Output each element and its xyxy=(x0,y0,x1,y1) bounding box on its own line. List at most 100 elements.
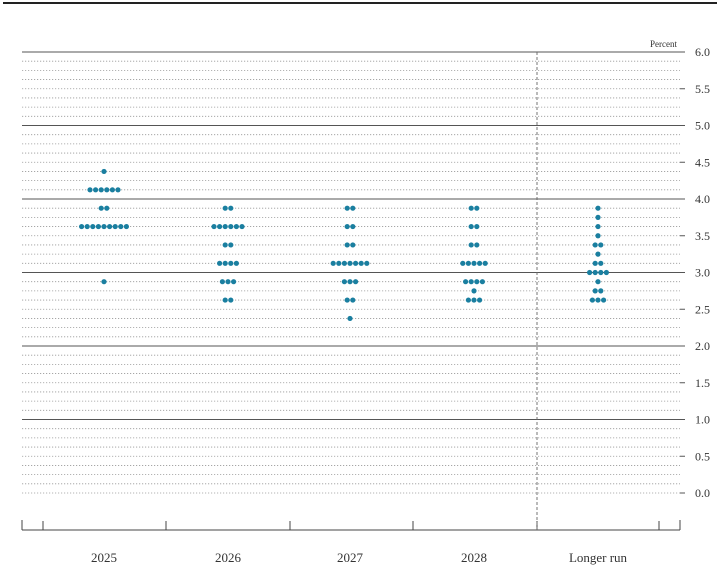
y-tick-label: 1.0 xyxy=(695,413,710,427)
participant-dot xyxy=(601,297,607,303)
y-tick-label: 5.5 xyxy=(695,82,710,96)
participant-dot xyxy=(228,260,234,266)
participant-dot xyxy=(219,279,225,285)
participant-dot xyxy=(463,279,469,285)
participant-dot xyxy=(474,242,480,248)
participant-dot xyxy=(595,297,601,303)
x-axis xyxy=(21,52,681,531)
participant-dot xyxy=(364,260,370,266)
participant-dot xyxy=(104,205,110,211)
participant-dot xyxy=(211,223,217,230)
participant-dot xyxy=(118,223,124,230)
participant-dot xyxy=(98,187,104,193)
category-label: 2026 xyxy=(215,550,242,565)
participant-dot xyxy=(84,223,90,230)
participant-dot xyxy=(101,223,107,230)
category-labels: 2025 2026 2027 2028 Longer run xyxy=(91,550,628,565)
participant-dot xyxy=(350,205,356,211)
participant-dot xyxy=(471,288,477,294)
participant-dot xyxy=(592,242,598,248)
participant-dot xyxy=(347,260,353,266)
participant-dot xyxy=(468,279,474,285)
participant-dot xyxy=(358,260,364,266)
participant-dot xyxy=(104,187,110,193)
participant-dot xyxy=(595,205,601,211)
y-tick-label: 5.0 xyxy=(695,119,710,133)
participant-dot xyxy=(595,223,601,230)
category-label: 2027 xyxy=(337,550,364,565)
participant-dot xyxy=(347,315,353,322)
participant-dot xyxy=(587,269,593,276)
participant-dot xyxy=(468,242,474,248)
participant-dot xyxy=(225,279,231,285)
category-label: 2025 xyxy=(91,550,117,565)
y-tick-label: 2.0 xyxy=(695,339,710,353)
participant-dot xyxy=(336,260,342,266)
participant-dot xyxy=(474,205,480,211)
participant-dot xyxy=(350,297,356,303)
y-tick-label: 3.0 xyxy=(695,266,710,280)
participant-dot xyxy=(101,168,107,175)
dots xyxy=(79,168,610,322)
participant-dot xyxy=(228,242,234,248)
participant-dot xyxy=(474,279,480,285)
participant-dot xyxy=(90,223,96,230)
participant-dot xyxy=(330,260,336,266)
participant-dot xyxy=(465,297,471,303)
participant-dot xyxy=(592,269,598,276)
participant-dot xyxy=(479,279,485,285)
participant-dot xyxy=(482,260,488,266)
participant-dot xyxy=(595,233,601,239)
category-label: 2028 xyxy=(461,550,487,565)
participant-dot xyxy=(350,242,356,248)
y-tick-label: 0.0 xyxy=(695,486,710,500)
participant-dot xyxy=(353,279,359,285)
participant-dot xyxy=(598,269,604,276)
participant-dot xyxy=(228,297,234,303)
participant-dot xyxy=(344,205,350,211)
participant-dot xyxy=(341,279,347,285)
participant-dot xyxy=(598,242,604,248)
participant-dot xyxy=(228,223,234,230)
participant-dot xyxy=(233,260,239,266)
participant-dot xyxy=(589,297,596,303)
participant-dot xyxy=(222,297,228,303)
participant-dot xyxy=(477,297,483,303)
participant-dot xyxy=(222,223,228,230)
participant-dot xyxy=(350,223,356,230)
participant-dot xyxy=(123,223,129,230)
participant-dot xyxy=(101,279,107,285)
participant-dot xyxy=(217,223,223,230)
participant-dot xyxy=(112,223,118,230)
participant-dot xyxy=(107,223,113,230)
participant-dot xyxy=(217,260,223,266)
participant-dot xyxy=(228,205,234,211)
y-tick-label: 6.0 xyxy=(695,45,710,59)
y-tick-label: 2.5 xyxy=(695,302,710,316)
participant-dot xyxy=(598,288,604,294)
participant-dot xyxy=(93,187,99,193)
gridlines xyxy=(22,51,680,494)
participant-dot xyxy=(471,297,477,303)
participant-dot xyxy=(233,223,239,230)
participant-dot xyxy=(595,279,601,285)
participant-dot xyxy=(477,260,483,266)
participant-dot xyxy=(592,260,598,266)
unit-label: Percent xyxy=(650,39,677,49)
participant-dot xyxy=(344,297,350,303)
participant-dot xyxy=(460,260,466,266)
participant-dot xyxy=(109,187,115,193)
y-axis-tick-labels: 0.0 0.5 1.0 1.5 2.0 2.5 3.0 3.5 4.0 4.5 5.0 5.5 6.0 xyxy=(680,45,710,500)
participant-dot xyxy=(344,223,350,230)
y-tick-label: 4.0 xyxy=(695,192,710,206)
participant-dot xyxy=(222,242,228,248)
participant-dot xyxy=(468,223,474,230)
y-tick-label: 1.5 xyxy=(695,376,710,390)
participant-dot xyxy=(95,223,101,230)
participant-dot xyxy=(595,214,601,220)
participant-dot xyxy=(465,260,471,266)
participant-dot xyxy=(341,260,347,266)
participant-dot xyxy=(222,205,228,211)
participant-dot xyxy=(79,223,85,230)
